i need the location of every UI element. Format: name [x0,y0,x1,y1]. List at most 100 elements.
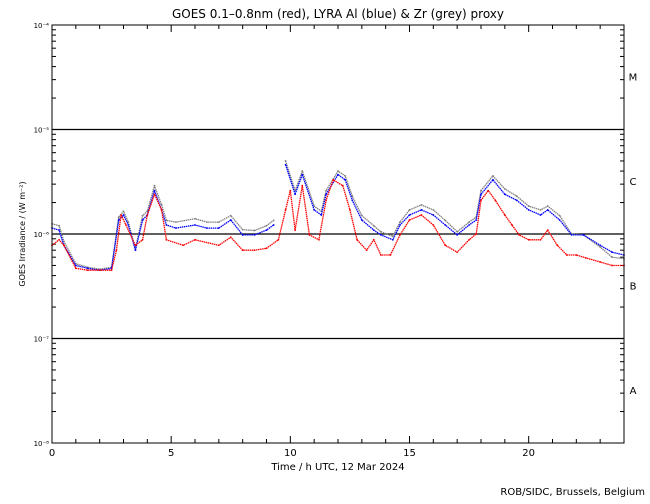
x-tick-label: 15 [403,448,416,459]
data-point [265,247,268,250]
data-point [308,234,311,236]
data-point [380,254,382,256]
data-point [277,238,280,241]
data-point [74,264,77,267]
data-point [456,230,459,233]
data-point [229,214,232,217]
data-point [372,224,375,227]
data-point [444,219,447,222]
data-point [611,264,613,267]
data-point [492,174,494,177]
data-point [575,254,578,256]
data-point [153,193,156,196]
data-point [372,229,375,231]
flare-class-label: A [630,386,637,397]
data-point [253,234,256,236]
data-point [182,244,184,247]
data-point [115,249,118,252]
data-point [160,203,163,206]
data-point [539,214,542,216]
data-point [120,214,123,216]
data-point [380,234,382,236]
data-point [325,189,327,192]
data-point [229,236,232,239]
data-point [611,256,613,259]
data-point [160,209,163,211]
data-point [380,230,382,233]
data-point [153,189,156,192]
data-point [175,221,177,223]
data-point [558,219,561,221]
data-point [599,261,602,263]
y-tick-label: 10⁻⁵ [34,127,50,135]
data-point [456,251,459,254]
data-point [503,188,506,190]
data-point [206,221,208,223]
y-tick-label: 10⁻⁷ [34,336,50,344]
data-point [117,219,120,221]
data-point [344,174,347,177]
credit-footer: ROB/SIDC, Brussels, Belgium [500,487,645,498]
data-point [241,228,244,231]
data-point [399,234,401,236]
data-point [341,184,344,187]
data-point [599,246,602,248]
data-point [146,214,149,216]
data-point [217,227,220,229]
data-point [360,214,363,217]
x-axis-label: Time / h UTC, 12 Mar 2024 [270,462,404,473]
data-point [480,193,482,196]
data-point [356,238,358,241]
series-line-lyra-zr-proxy [51,160,625,270]
data-point [58,238,61,241]
data-point [539,238,542,241]
data-point [546,209,549,211]
data-point [515,195,518,198]
data-point [492,178,494,181]
flare-class-label: B [630,282,637,293]
data-point [527,205,530,207]
data-point [265,229,268,231]
data-point [301,184,304,187]
data-point [503,214,506,216]
data-point [518,234,521,236]
data-point [241,249,244,252]
data-point [344,178,347,181]
x-tick-label: 10 [284,448,297,459]
x-tick-label: 20 [522,448,535,459]
data-point [475,233,478,235]
data-point [546,229,549,231]
y-tick-label: 10⁻⁸ [34,440,50,448]
data-point [494,199,497,202]
data-point [511,224,513,226]
data-point [432,224,435,226]
data-point [539,209,542,211]
data-point [134,244,137,247]
data-point [515,199,518,202]
data-point [165,224,168,226]
data-point [468,238,470,241]
data-point [325,193,327,196]
data-point [141,238,144,241]
chart-title: GOES 0.1–0.8nm (red), LYRA Al (blue) & Z… [172,7,504,21]
x-tick-label: 5 [168,448,174,459]
data-point [217,244,220,247]
series-line-goes-0-1-0-8nm [51,179,624,271]
data-point [351,199,354,202]
data-point [194,224,196,226]
data-point [165,219,168,222]
series-line-lyra-al-proxy [51,164,625,271]
data-point [253,229,256,232]
data-point [611,251,613,254]
data-point [399,221,401,223]
data-point [117,216,120,219]
data-point [444,244,447,247]
data-point [134,249,137,252]
data-point [318,238,320,241]
data-point [527,238,530,241]
data-point [98,269,101,272]
data-point [284,163,287,166]
data-point [122,210,125,213]
data-point [570,234,573,236]
